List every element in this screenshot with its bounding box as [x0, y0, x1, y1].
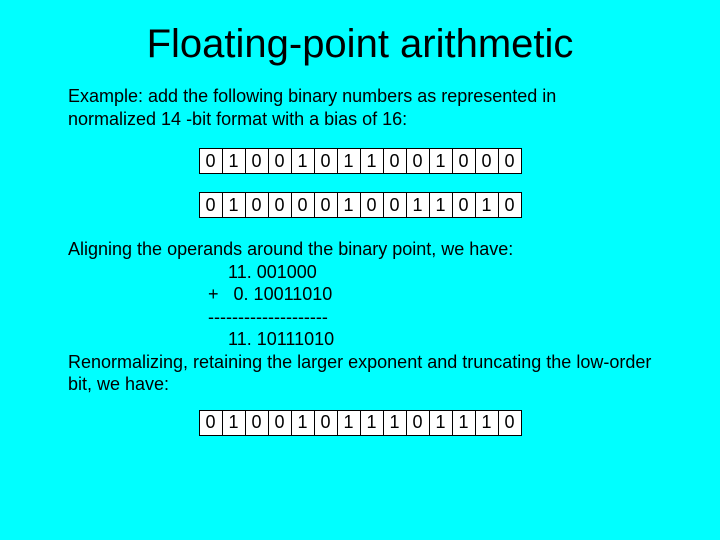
bit-cell: 1	[337, 149, 360, 174]
calc-line-4: 11. 10111010	[68, 328, 652, 351]
bit-cell: 0	[268, 193, 291, 218]
page-title: Floating-point arithmetic	[0, 0, 720, 85]
calc-line-2: + 0. 10011010	[68, 283, 652, 306]
bit-cell: 0	[314, 149, 337, 174]
example-paragraph: Example: add the following binary number…	[0, 85, 720, 130]
renorm-line-1: Renormalizing, retaining the larger expo…	[68, 352, 651, 372]
bit-cell: 0	[245, 193, 268, 218]
bit-cell: 0	[245, 149, 268, 174]
calc-block: 11. 001000 + 0. 10011010 ---------------…	[0, 261, 720, 351]
bit-cell: 0	[314, 193, 337, 218]
bit-cell: 1	[406, 193, 429, 218]
bit-row-3-wrap: 0 1 0 0 1 0 1 1 1 0 1 1 1 0	[0, 410, 720, 436]
bit-cell: 1	[429, 410, 452, 435]
bit-cell: 1	[360, 410, 383, 435]
bit-cell: 0	[452, 149, 475, 174]
renorm-line-2: bit, we have:	[68, 374, 169, 394]
bit-cell: 0	[498, 193, 521, 218]
bit-cell: 0	[199, 410, 222, 435]
bit-cell: 0	[498, 149, 521, 174]
bit-cell: 0	[498, 410, 521, 435]
calc-line-1: 11. 001000	[68, 261, 652, 284]
bit-cell: 1	[429, 193, 452, 218]
bit-cell: 1	[222, 193, 245, 218]
bit-row-2-wrap: 0 1 0 0 0 0 1 0 0 1 1 0 1 0	[0, 192, 720, 218]
bit-cell: 0	[199, 193, 222, 218]
bit-cell: 0	[314, 410, 337, 435]
bit-cell: 1	[222, 149, 245, 174]
bit-cell: 0	[291, 193, 314, 218]
bit-cell: 0	[383, 193, 406, 218]
bit-cell: 0	[245, 410, 268, 435]
bit-cell: 0	[406, 410, 429, 435]
bit-cell: 1	[475, 410, 498, 435]
bit-cell: 1	[429, 149, 452, 174]
bit-cell: 1	[291, 149, 314, 174]
aligning-text: Aligning the operands around the binary …	[0, 238, 720, 261]
example-line-1: Example: add the following binary number…	[68, 86, 556, 106]
bit-cell: 0	[475, 149, 498, 174]
bit-row-3: 0 1 0 0 1 0 1 1 1 0 1 1 1 0	[199, 410, 522, 436]
bit-cell: 1	[337, 410, 360, 435]
bit-cell: 1	[360, 149, 383, 174]
bit-row-2: 0 1 0 0 0 0 1 0 0 1 1 0 1 0	[199, 192, 522, 218]
bit-cell: 1	[452, 410, 475, 435]
bit-cell: 0	[452, 193, 475, 218]
bit-row-1: 0 1 0 0 1 0 1 1 0 0 1 0 0 0	[199, 148, 522, 174]
bit-cell: 0	[406, 149, 429, 174]
bit-cell: 0	[199, 149, 222, 174]
bit-cell: 1	[337, 193, 360, 218]
bit-row-1-wrap: 0 1 0 0 1 0 1 1 0 0 1 0 0 0	[0, 148, 720, 174]
slide: Floating-point arithmetic Example: add t…	[0, 0, 720, 540]
bit-cell: 1	[291, 410, 314, 435]
bit-cell: 0	[360, 193, 383, 218]
bit-cell: 1	[475, 193, 498, 218]
calc-line-3: --------------------	[68, 306, 652, 329]
renorm-paragraph: Renormalizing, retaining the larger expo…	[0, 351, 720, 396]
bit-cell: 0	[383, 149, 406, 174]
bit-cell: 0	[268, 410, 291, 435]
bit-cell: 1	[383, 410, 406, 435]
example-line-2: normalized 14 -bit format with a bias of…	[68, 109, 407, 129]
bit-cell: 0	[268, 149, 291, 174]
bit-cell: 1	[222, 410, 245, 435]
